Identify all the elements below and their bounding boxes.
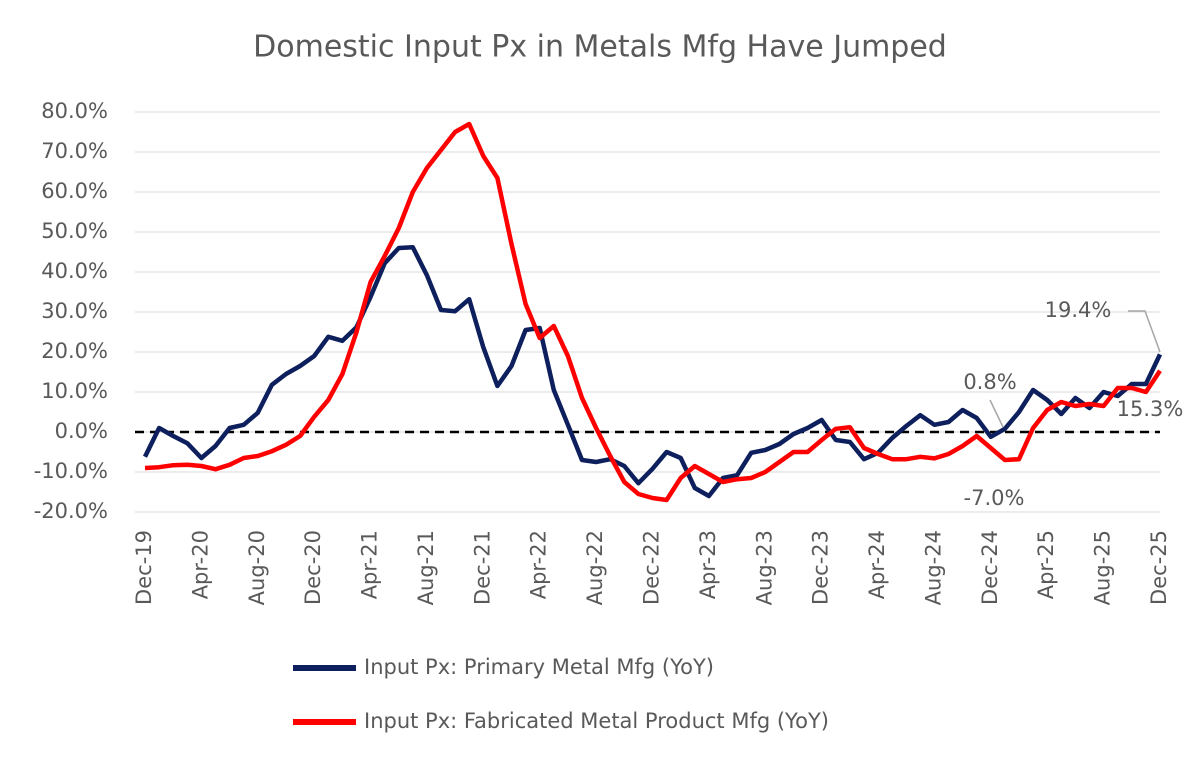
x-tick-label: Aug-22 — [583, 530, 607, 605]
x-tick-label: Dec-24 — [978, 530, 1002, 605]
x-tick-label: Apr-25 — [1034, 530, 1058, 599]
x-tick-label: Aug-21 — [414, 530, 438, 605]
chart-title: Domestic Input Px in Metals Mfg Have Jum… — [253, 30, 947, 65]
x-tick-label: Apr-20 — [188, 530, 212, 599]
annotation: 0.8% — [963, 370, 1016, 394]
annotation: 15.3% — [1117, 397, 1184, 421]
y-tick-label: 50.0% — [41, 219, 108, 243]
series-line — [144, 121, 1162, 503]
y-tick-label: 40.0% — [41, 259, 108, 283]
y-tick-label: -20.0% — [34, 499, 108, 523]
y-tick-label: 0.0% — [55, 419, 108, 443]
x-tick-label: Dec-20 — [301, 530, 325, 605]
y-tick-label: 70.0% — [41, 139, 108, 163]
legend-label: Input Px: Fabricated Metal Product Mfg (… — [364, 709, 829, 733]
y-tick-label: -10.0% — [34, 459, 108, 483]
x-tick-label: Dec-25 — [1147, 530, 1171, 605]
annotation-leader — [1128, 310, 1161, 353]
y-tick-label: 60.0% — [41, 179, 108, 203]
x-tick-label: Dec-23 — [809, 530, 833, 605]
annotation: 19.4% — [1045, 298, 1112, 322]
x-tick-label: Dec-19 — [132, 530, 156, 605]
x-tick-label: Aug-23 — [752, 530, 776, 605]
x-tick-label: Apr-24 — [865, 530, 889, 599]
y-tick-label: 30.0% — [41, 299, 108, 323]
annotation: -7.0% — [964, 486, 1025, 510]
x-tick-label: Apr-23 — [696, 530, 720, 599]
y-tick-label: 20.0% — [41, 339, 108, 363]
series-line — [142, 244, 1163, 499]
y-tick-label: 80.0% — [41, 99, 108, 123]
y-tick-label: 10.0% — [41, 379, 108, 403]
legend-label: Input Px: Primary Metal Mfg (YoY) — [364, 655, 714, 679]
x-tick-label: Apr-22 — [527, 530, 551, 599]
x-tick-label: Dec-22 — [640, 530, 664, 605]
x-tick-label: Dec-21 — [470, 530, 494, 605]
x-tick-label: Apr-21 — [358, 530, 382, 599]
x-tick-label: Aug-24 — [921, 530, 945, 605]
annotation-leader — [989, 399, 1004, 428]
x-tick-label: Aug-25 — [1091, 530, 1115, 605]
x-tick-label: Aug-20 — [245, 530, 269, 605]
